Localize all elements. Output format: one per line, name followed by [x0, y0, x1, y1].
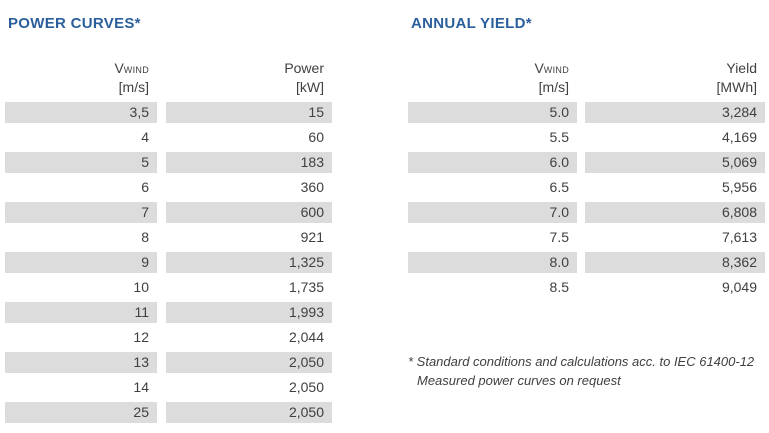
- power-cell: 921: [166, 227, 332, 248]
- vwind-cell: 8.0: [408, 252, 577, 273]
- table-row: 14 2,050: [5, 377, 332, 398]
- power-cell: 1,993: [166, 302, 332, 323]
- table-row: 5.0 3,284: [408, 102, 765, 123]
- vwind-cell: 10: [5, 277, 157, 298]
- table-row: 6.0 5,069: [408, 152, 765, 173]
- vwind-cell: 13: [5, 352, 157, 373]
- table-row: 3,5 15: [5, 102, 332, 123]
- vwind-cell: 7.0: [408, 202, 577, 223]
- vwind-cell: 25: [5, 402, 157, 423]
- vwind-cell: 12: [5, 327, 157, 348]
- footnote-line-2: Measured power curves on request: [417, 373, 621, 388]
- power-cell: 1,735: [166, 277, 332, 298]
- annual-yield-title: ANNUAL YIELD*: [411, 15, 532, 32]
- vwind-cell: 4: [5, 127, 157, 148]
- table-row: 6 360: [5, 177, 332, 198]
- power-curves-table: POWER CURVES* VWIND [m/s] Power [kW] 3,5…: [5, 15, 332, 427]
- table-row: 7.0 6,808: [408, 202, 765, 223]
- vwind-cell: 11: [5, 302, 157, 323]
- vwind-subscript: WIND: [543, 65, 569, 75]
- vwind-cell: 5.0: [408, 102, 577, 123]
- table-row: 11 1,993: [5, 302, 332, 323]
- table-row: 5 183: [5, 152, 332, 173]
- power-cell: 600: [166, 202, 332, 223]
- power-column-header: Power [kW]: [166, 59, 332, 97]
- yield-label: Yield: [726, 60, 757, 76]
- table-row: 6.5 5,956: [408, 177, 765, 198]
- vwind-cell: 5: [5, 152, 157, 173]
- yield-unit: [MWh]: [716, 79, 757, 95]
- power-cell: 15: [166, 102, 332, 123]
- table-row: 10 1,735: [5, 277, 332, 298]
- table-row: 25 2,050: [5, 402, 332, 423]
- yield-cell: 7,613: [585, 227, 765, 248]
- annual-yield-header-row: VWIND [m/s] Yield [MWh]: [408, 59, 765, 97]
- yield-cell: 5,956: [585, 177, 765, 198]
- table-row: 8 921: [5, 227, 332, 248]
- table-row: 8.0 8,362: [408, 252, 765, 273]
- vwind-cell: 7.5: [408, 227, 577, 248]
- table-row: 7 600: [5, 202, 332, 223]
- table-row: 13 2,050: [5, 352, 332, 373]
- power-cell: 2,050: [166, 352, 332, 373]
- power-cell: 1,325: [166, 252, 332, 273]
- power-cell: 2,050: [166, 402, 332, 423]
- annual-yield-table: ANNUAL YIELD* VWIND [m/s] Yield [MWh] 5.…: [408, 15, 765, 302]
- vwind-cell: 6: [5, 177, 157, 198]
- vwind-v: V: [114, 60, 124, 76]
- table-row: 4 60: [5, 127, 332, 148]
- power-cell: 360: [166, 177, 332, 198]
- yield-cell: 3,284: [585, 102, 765, 123]
- vwind-column-header: VWIND [m/s]: [408, 59, 577, 97]
- vwind-subscript: WIND: [123, 65, 149, 75]
- vwind-symbol: VWIND: [5, 59, 149, 78]
- power-unit: [kW]: [296, 79, 324, 95]
- yield-cell: 4,169: [585, 127, 765, 148]
- yield-cell: 9,049: [585, 277, 765, 298]
- yield-cell: 8,362: [585, 252, 765, 273]
- vwind-cell: 8.5: [408, 277, 577, 298]
- yield-cell: 5,069: [585, 152, 765, 173]
- table-row: 9 1,325: [5, 252, 332, 273]
- footnote: * Standard conditions and calculations a…: [408, 352, 754, 390]
- vwind-v: V: [534, 60, 544, 76]
- vwind-column-header: VWIND [m/s]: [5, 59, 157, 97]
- vwind-cell: 7: [5, 202, 157, 223]
- vwind-cell: 6.5: [408, 177, 577, 198]
- footnote-line-1: * Standard conditions and calculations a…: [408, 354, 755, 369]
- vwind-unit: [m/s]: [118, 79, 149, 95]
- power-cell: 2,050: [166, 377, 332, 398]
- annual-yield-body: 5.0 3,284 5.5 4,169 6.0 5,069 6.5 5,956 …: [408, 102, 765, 298]
- power-label: Power: [284, 60, 324, 76]
- table-row: 12 2,044: [5, 327, 332, 348]
- power-cell: 183: [166, 152, 332, 173]
- vwind-cell: 3,5: [5, 102, 157, 123]
- vwind-unit: [m/s]: [538, 79, 569, 95]
- vwind-cell: 14: [5, 377, 157, 398]
- power-curves-header-row: VWIND [m/s] Power [kW]: [5, 59, 332, 97]
- vwind-cell: 5.5: [408, 127, 577, 148]
- power-curves-title: POWER CURVES*: [8, 15, 141, 32]
- table-row: 5.5 4,169: [408, 127, 765, 148]
- power-curves-body: 3,5 15 4 60 5 183 6 360 7 600 8 921 9 1,…: [5, 102, 332, 423]
- vwind-symbol: VWIND: [408, 59, 569, 78]
- table-row: 7.5 7,613: [408, 227, 765, 248]
- power-cell: 60: [166, 127, 332, 148]
- table-row: 8.5 9,049: [408, 277, 765, 298]
- power-cell: 2,044: [166, 327, 332, 348]
- vwind-cell: 8: [5, 227, 157, 248]
- yield-column-header: Yield [MWh]: [585, 59, 765, 97]
- vwind-cell: 6.0: [408, 152, 577, 173]
- yield-cell: 6,808: [585, 202, 765, 223]
- vwind-cell: 9: [5, 252, 157, 273]
